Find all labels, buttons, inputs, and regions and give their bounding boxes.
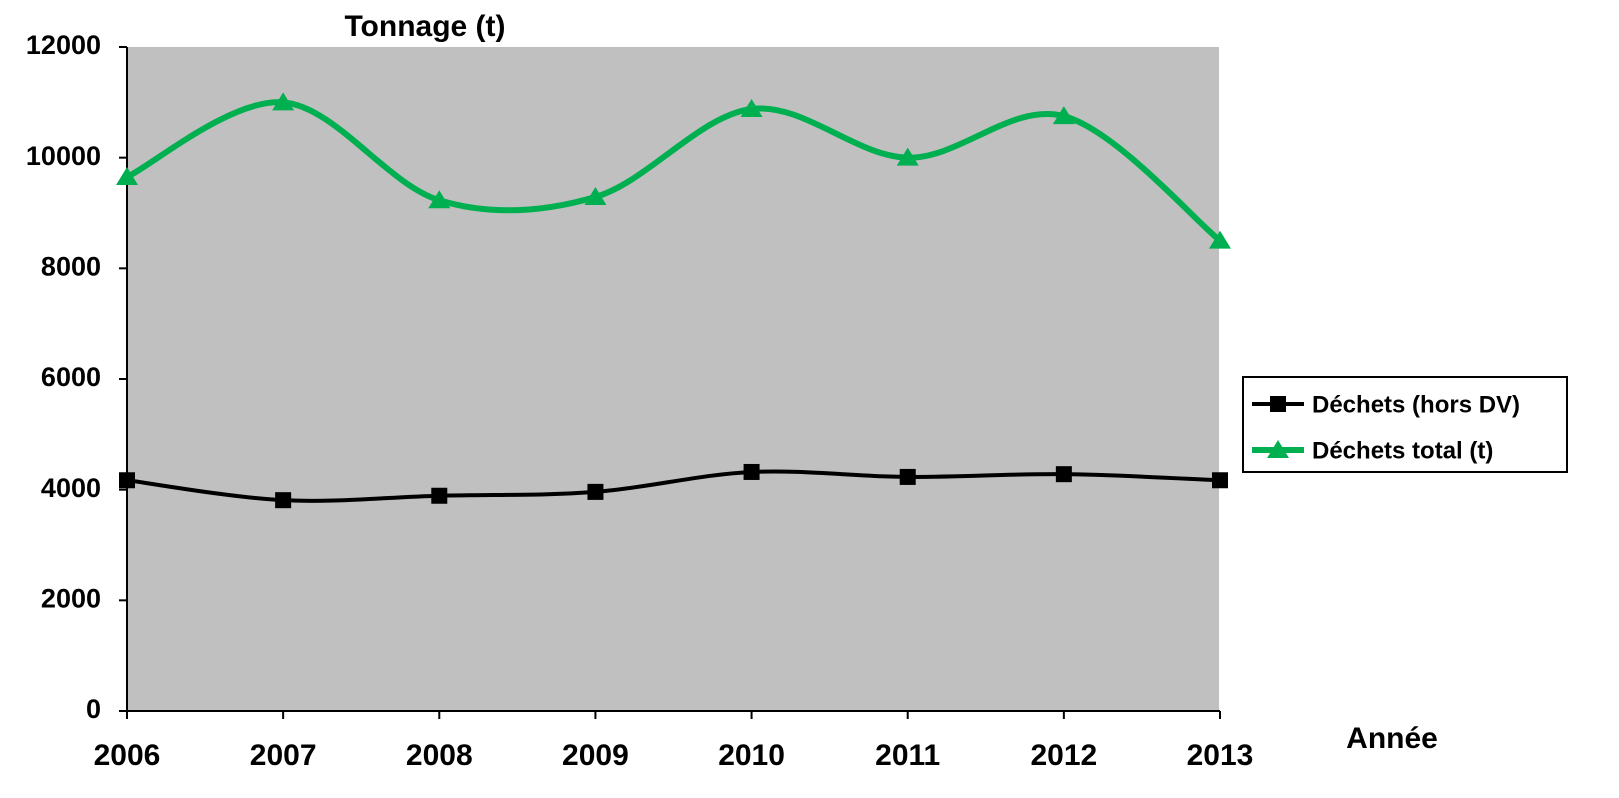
data-point [899,468,916,485]
data-point [584,186,607,205]
data-point [1209,230,1231,249]
data-point [1055,466,1072,483]
x-tick-label: 2009 [562,739,629,772]
x-tick-label: 2008 [406,739,473,772]
legend-marker [1267,440,1289,458]
plot-area [127,47,1220,711]
data-point [275,492,292,509]
x-tick-label: 2010 [718,739,785,772]
data-point [431,487,448,504]
y-tick-label: 8000 [41,251,101,281]
data-point [1212,472,1228,489]
legend-label: Déchets total (t) [1312,437,1493,464]
y-tick-label: 6000 [41,362,101,392]
legend-label: Déchets (hors DV) [1312,391,1520,418]
y-tick-label: 10000 [26,141,101,171]
legend-marker [1270,396,1286,412]
data-point [272,92,295,111]
data-point [587,483,604,500]
y-tick-label: 4000 [41,473,101,503]
legend [1242,376,1568,473]
x-tick-label: 2012 [1030,739,1097,772]
x-axis-label: Année [1346,722,1438,755]
x-tick-label: 2013 [1187,739,1254,772]
data-point [896,147,919,166]
y-tick-label: 2000 [41,583,101,613]
series-line [126,469,1221,503]
x-tick-label: 2007 [250,739,317,772]
y-tick-label: 0 [86,694,101,724]
data-point [116,167,138,186]
series-line [125,99,1222,244]
data-point [428,190,451,209]
chart-title: Tonnage (t) [344,10,505,43]
y-tick-label: 12000 [26,30,101,60]
data-point [743,463,760,480]
x-tick-label: 2011 [875,739,940,772]
data-point [740,98,763,117]
data-point [1052,106,1075,125]
data-point [119,472,135,489]
x-tick-label: 2006 [94,739,161,772]
